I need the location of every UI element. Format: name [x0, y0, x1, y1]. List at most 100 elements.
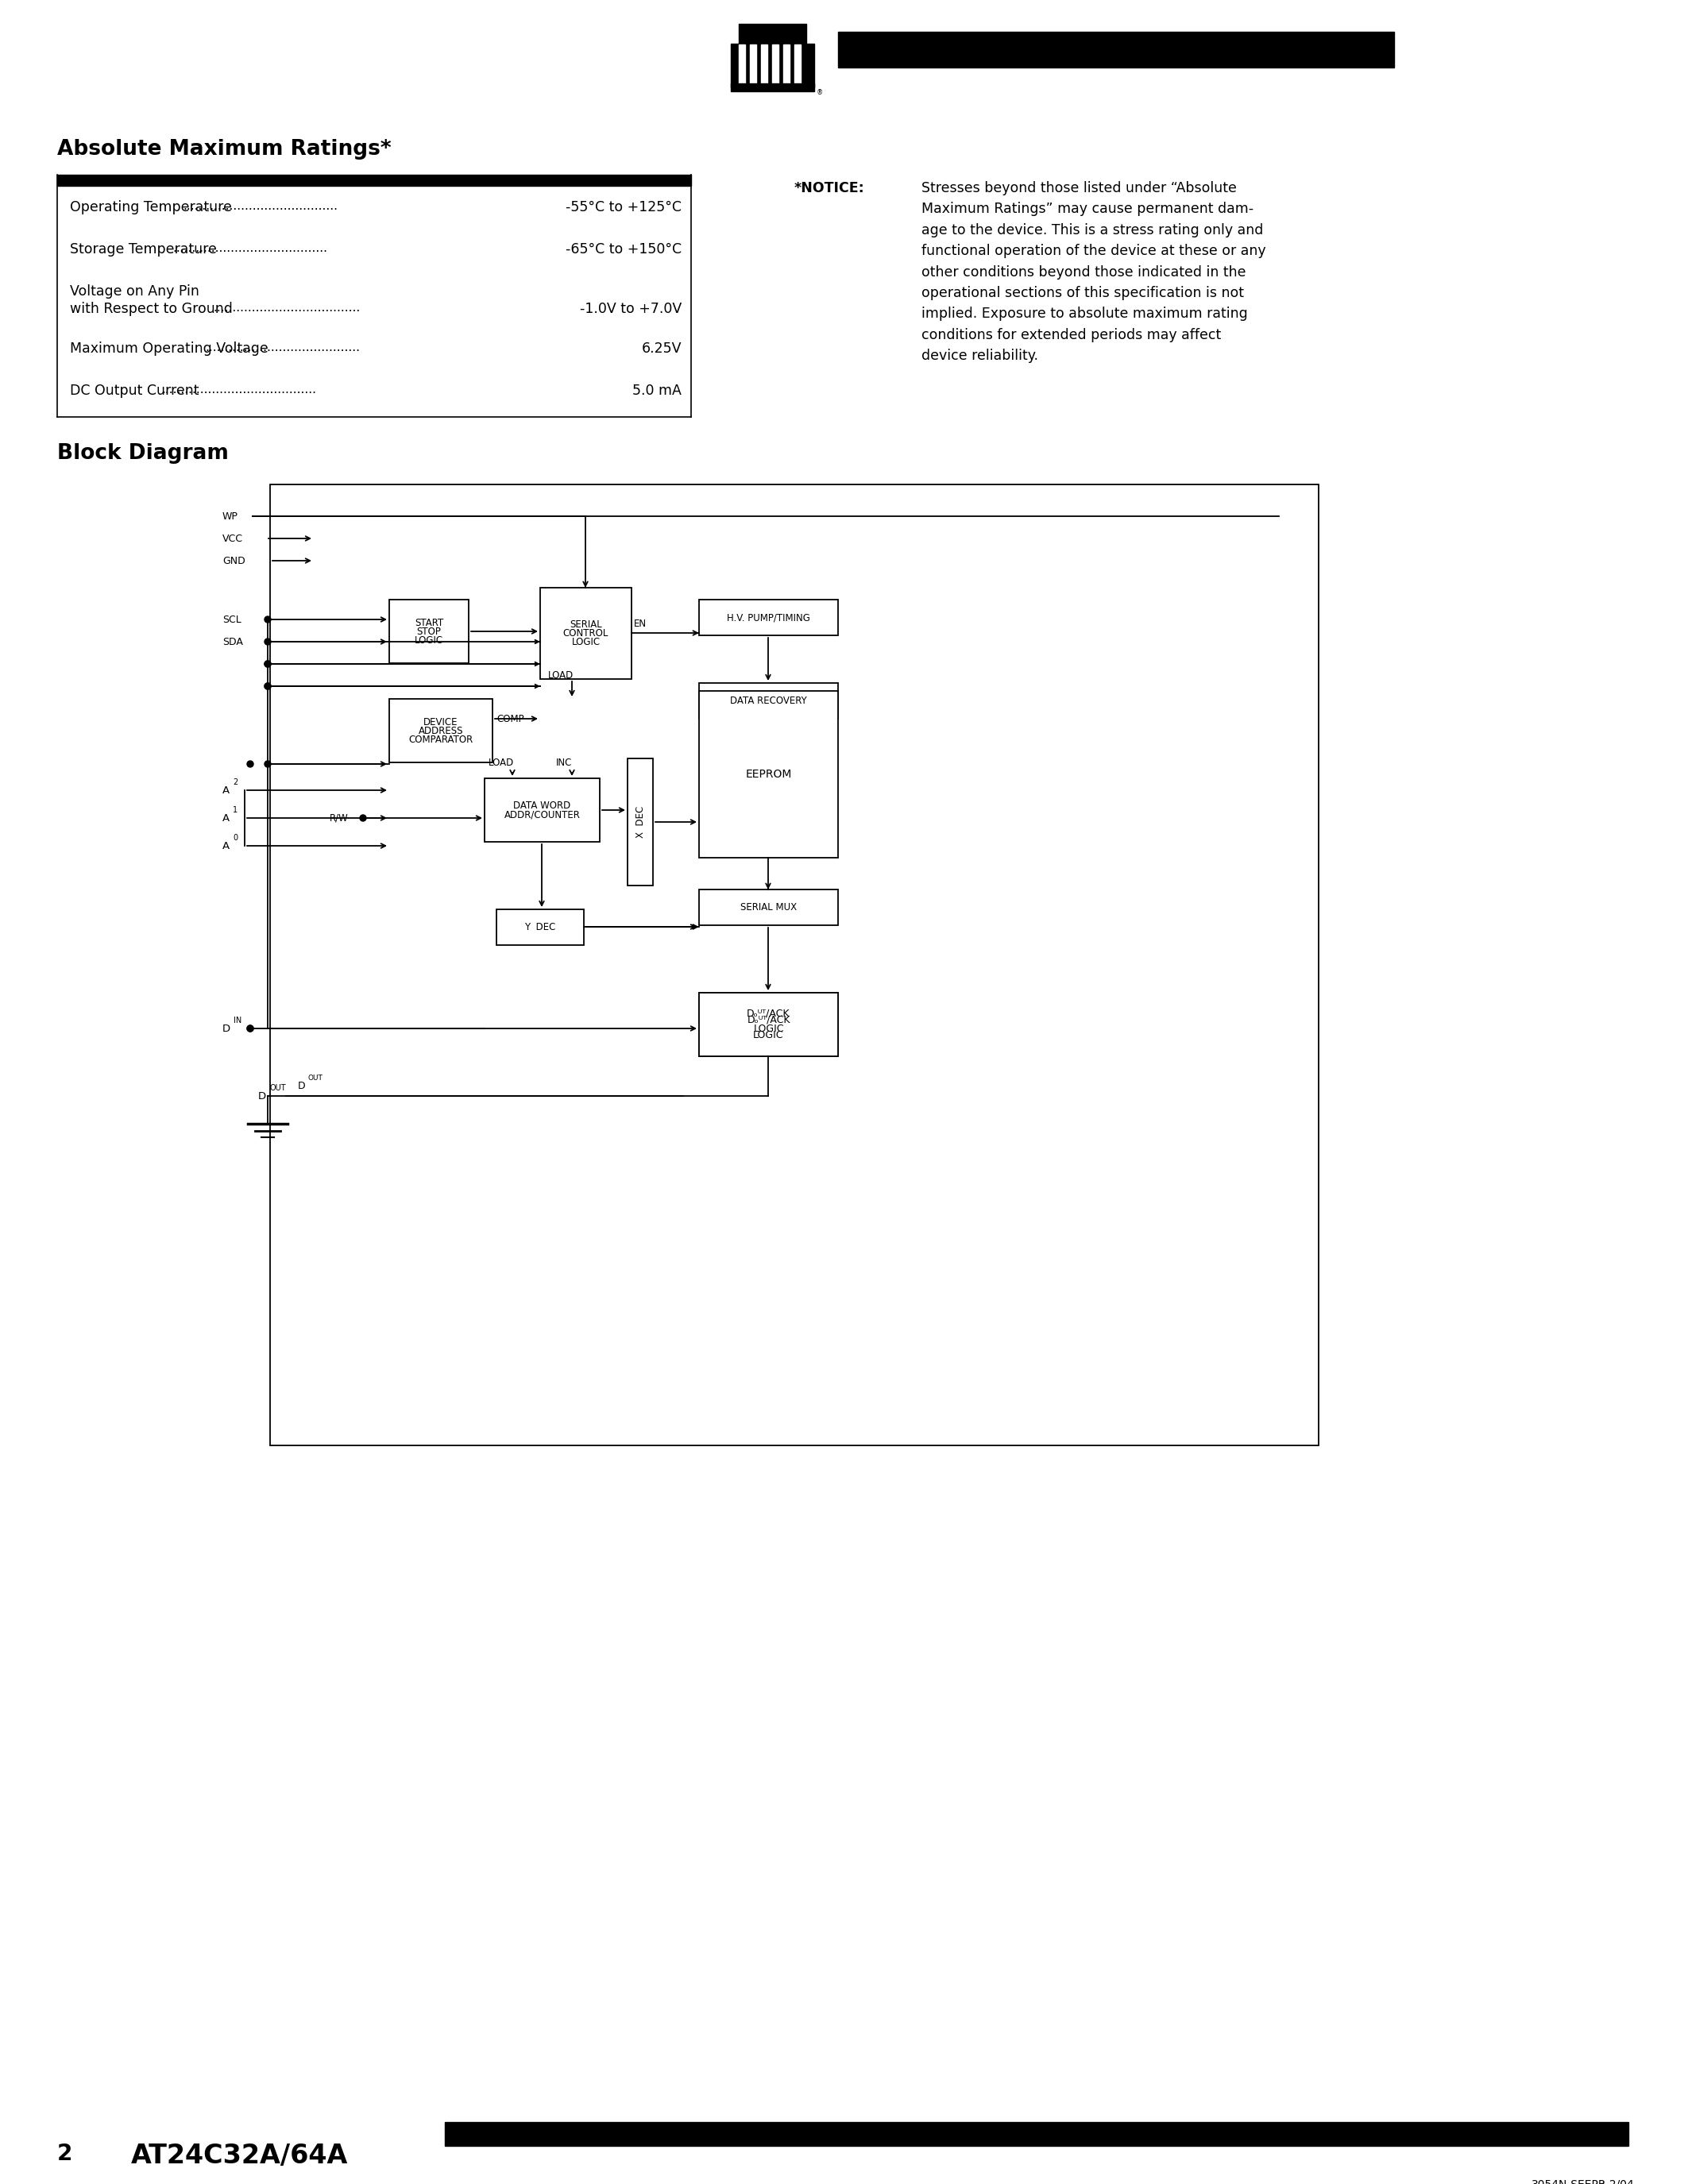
- Circle shape: [246, 760, 253, 767]
- Bar: [739, 44, 744, 85]
- Text: H.V. PUMP/TIMING: H.V. PUMP/TIMING: [728, 612, 810, 622]
- Text: DC Output Current: DC Output Current: [69, 384, 199, 397]
- Text: EN: EN: [635, 618, 647, 629]
- Text: ........................................: ........................................: [204, 341, 360, 354]
- Circle shape: [246, 1024, 253, 1031]
- Text: ADDRESS: ADDRESS: [419, 725, 463, 736]
- Text: ........................................: ........................................: [172, 242, 327, 253]
- Text: with Respect to Ground: with Respect to Ground: [69, 301, 233, 317]
- Text: -55°C to +125°C: -55°C to +125°C: [565, 201, 682, 214]
- Bar: [699, 684, 837, 719]
- Text: 6.25V: 6.25V: [641, 341, 682, 356]
- Text: STOP: STOP: [417, 627, 441, 636]
- Text: 2: 2: [233, 778, 238, 786]
- Text: Block Diagram: Block Diagram: [57, 443, 228, 463]
- Bar: [699, 889, 837, 926]
- Text: X  DEC: X DEC: [635, 806, 645, 839]
- Text: DEVICE: DEVICE: [424, 716, 457, 727]
- Text: LOAD: LOAD: [488, 758, 515, 767]
- Text: SERIAL MUX: SERIAL MUX: [741, 902, 797, 913]
- Text: LOAD: LOAD: [549, 670, 574, 679]
- Bar: [837, 33, 1394, 68]
- Text: 1: 1: [233, 806, 238, 815]
- Bar: [731, 83, 814, 92]
- Bar: [699, 994, 837, 1057]
- Circle shape: [265, 684, 270, 690]
- Text: COMP: COMP: [496, 714, 523, 723]
- Bar: [731, 44, 814, 87]
- Text: ........................................: ........................................: [184, 201, 338, 212]
- Circle shape: [265, 760, 270, 767]
- Bar: [749, 44, 756, 85]
- Bar: [446, 2123, 1629, 2147]
- Text: ADDR/COUNTER: ADDR/COUNTER: [505, 810, 581, 819]
- Text: Operating Temperature: Operating Temperature: [69, 201, 231, 214]
- Bar: [628, 758, 653, 885]
- Text: LOGIC: LOGIC: [572, 638, 601, 646]
- Bar: [270, 485, 1318, 1446]
- Bar: [771, 44, 778, 85]
- Text: -1.0V to +7.0V: -1.0V to +7.0V: [579, 301, 682, 317]
- Bar: [390, 699, 493, 762]
- Text: Y  DEC: Y DEC: [525, 922, 555, 933]
- Text: INC: INC: [555, 758, 572, 767]
- Text: VCC: VCC: [223, 533, 243, 544]
- Bar: [496, 909, 584, 946]
- Text: R/W: R/W: [329, 812, 348, 823]
- Text: -65°C to +150°C: -65°C to +150°C: [565, 242, 682, 256]
- Text: 3054N-SEEPR-2/04: 3054N-SEEPR-2/04: [1531, 2177, 1634, 2184]
- Text: EEPROM: EEPROM: [746, 769, 792, 780]
- Bar: [783, 44, 790, 85]
- Text: OUT: OUT: [307, 1075, 322, 1081]
- Text: Maximum Operating Voltage: Maximum Operating Voltage: [69, 341, 268, 356]
- Bar: [484, 778, 599, 841]
- Circle shape: [265, 684, 270, 690]
- Text: Dₒᵁᵀ/ACK: Dₒᵁᵀ/ACK: [746, 1009, 790, 1018]
- Text: Voltage on Any Pin: Voltage on Any Pin: [69, 284, 199, 299]
- Text: START: START: [415, 618, 444, 627]
- Circle shape: [265, 662, 270, 666]
- Text: 0: 0: [233, 834, 238, 841]
- Text: ......................................: ......................................: [213, 301, 360, 314]
- Bar: [540, 587, 631, 679]
- Circle shape: [265, 662, 270, 666]
- Bar: [699, 690, 837, 858]
- Bar: [699, 601, 837, 636]
- Text: GND: GND: [223, 555, 245, 566]
- Circle shape: [265, 616, 270, 622]
- Bar: [739, 24, 807, 52]
- Text: A: A: [223, 812, 230, 823]
- Text: DATA RECOVERY: DATA RECOVERY: [731, 697, 807, 705]
- Bar: [57, 175, 690, 186]
- Bar: [795, 44, 800, 85]
- Text: SERIAL: SERIAL: [569, 620, 603, 629]
- Text: ®: ®: [817, 90, 824, 96]
- Bar: [761, 44, 768, 85]
- Circle shape: [246, 1024, 253, 1031]
- Text: A: A: [223, 784, 230, 795]
- Text: Dₒᵁᵀ/ACK: Dₒᵁᵀ/ACK: [746, 1016, 790, 1024]
- Text: D: D: [297, 1081, 306, 1090]
- Text: *NOTICE:: *NOTICE:: [795, 181, 864, 194]
- Text: Storage Temperature: Storage Temperature: [69, 242, 216, 256]
- Text: AT24C32A/64A: AT24C32A/64A: [132, 2143, 348, 2169]
- Bar: [390, 601, 469, 664]
- Text: SDA: SDA: [223, 636, 243, 646]
- Text: OUT: OUT: [270, 1083, 285, 1092]
- Text: DATA WORD: DATA WORD: [513, 802, 571, 810]
- Text: LOGIC: LOGIC: [753, 1029, 783, 1040]
- Text: COMPARATOR: COMPARATOR: [408, 734, 473, 745]
- Text: D: D: [223, 1024, 231, 1033]
- Bar: [699, 994, 837, 1057]
- Circle shape: [265, 638, 270, 644]
- Text: SCL: SCL: [223, 614, 241, 625]
- Text: WP: WP: [223, 511, 238, 522]
- Text: A: A: [223, 841, 230, 852]
- Text: Stresses beyond those listed under “Absolute
Maximum Ratings” may cause permanen: Stresses beyond those listed under “Abso…: [922, 181, 1266, 363]
- Circle shape: [360, 815, 366, 821]
- Text: IN: IN: [233, 1016, 241, 1024]
- Text: ........................................: ........................................: [162, 384, 317, 395]
- Text: CONTROL: CONTROL: [564, 629, 609, 638]
- Text: D: D: [258, 1090, 267, 1101]
- Text: LOGIC: LOGIC: [753, 1024, 783, 1035]
